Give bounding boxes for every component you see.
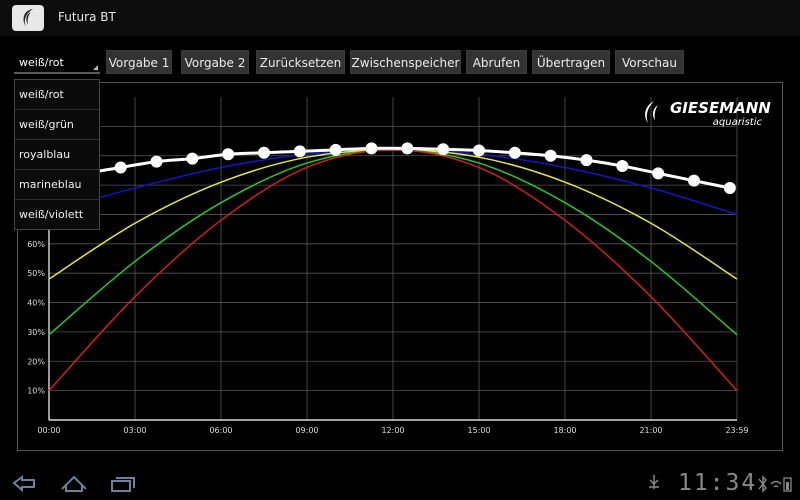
control-point[interactable] bbox=[222, 148, 235, 161]
control-point[interactable] bbox=[616, 160, 629, 173]
home-icon[interactable] bbox=[60, 473, 88, 493]
preset-dropdown-value: weiß/rot bbox=[19, 56, 64, 69]
wifi-icon bbox=[770, 480, 782, 488]
vorgabe-2-button[interactable]: Vorgabe 2 bbox=[181, 50, 249, 74]
x-tick-label: 15:00 bbox=[467, 426, 490, 435]
dropdown-arrow-icon bbox=[93, 65, 98, 70]
x-tick-label: 09:00 bbox=[295, 426, 318, 435]
y-tick-label: 60% bbox=[27, 240, 45, 249]
menu-item-weiss-rot[interactable]: weiß/rot bbox=[15, 80, 99, 110]
x-tick-label: 06:00 bbox=[209, 426, 232, 435]
y-tick-label: 50% bbox=[27, 269, 45, 278]
x-tick-label: 00:00 bbox=[37, 426, 60, 435]
chart-panel: 10%20%30%40%50%60%70%80%90%100%00:0003:0… bbox=[17, 82, 783, 451]
bluetooth-icon bbox=[758, 475, 767, 493]
control-point[interactable] bbox=[652, 167, 665, 180]
control-point[interactable] bbox=[544, 149, 557, 162]
x-tick-label: 03:00 bbox=[123, 426, 146, 435]
x-tick-label: 12:00 bbox=[381, 426, 404, 435]
vorgabe-1-button[interactable]: Vorgabe 1 bbox=[106, 50, 172, 74]
load-button[interactable]: Abrufen bbox=[466, 50, 527, 74]
title-bar: Futura BT bbox=[0, 0, 800, 36]
x-tick-label: 23:59 bbox=[725, 426, 748, 435]
status-clock: 11:34 bbox=[678, 470, 758, 496]
control-point[interactable] bbox=[401, 142, 414, 155]
control-point[interactable] bbox=[580, 154, 593, 167]
preset-dropdown[interactable]: weiß/rot bbox=[14, 50, 100, 74]
control-point[interactable] bbox=[723, 182, 736, 195]
logo-sub: aquaristic bbox=[713, 117, 763, 128]
light-curve-chart[interactable]: 10%20%30%40%50%60%70%80%90%100%00:0003:0… bbox=[18, 83, 782, 450]
reset-button[interactable]: Zurücksetzen bbox=[256, 50, 345, 74]
y-tick-label: 30% bbox=[27, 328, 45, 337]
menu-item-marineblau[interactable]: marineblau bbox=[15, 170, 99, 200]
usb-icon bbox=[649, 475, 659, 489]
app-icon[interactable] bbox=[12, 5, 44, 31]
menu-item-weiss-violett[interactable]: weiß/violett bbox=[19, 208, 84, 221]
system-nav-bar bbox=[0, 466, 800, 500]
y-tick-label: 20% bbox=[27, 357, 45, 366]
preview-button[interactable]: Vorschau bbox=[615, 50, 684, 74]
logo-emblem-icon bbox=[645, 101, 658, 123]
control-point[interactable] bbox=[688, 174, 700, 187]
menu-item-weiss-gruen[interactable]: weiß/grün bbox=[15, 110, 99, 140]
y-tick-label: 40% bbox=[27, 299, 45, 308]
battery-icon bbox=[783, 477, 792, 492]
control-point[interactable] bbox=[437, 143, 450, 156]
preset-menu: weiß/rot weiß/grün royalblau marineblau … bbox=[14, 79, 100, 230]
series-line-red bbox=[48, 149, 738, 392]
recent-apps-icon[interactable] bbox=[110, 475, 136, 493]
app-title: Futura BT bbox=[58, 10, 116, 24]
control-point[interactable] bbox=[473, 144, 485, 157]
control-point[interactable] bbox=[114, 161, 127, 174]
logo-name: GIESEMANN bbox=[670, 99, 771, 117]
control-point[interactable] bbox=[186, 152, 199, 165]
control-point[interactable] bbox=[293, 145, 306, 158]
x-tick-label: 18:00 bbox=[553, 426, 576, 435]
cache-button[interactable]: Zwischenspeicher bbox=[350, 50, 461, 74]
control-point[interactable] bbox=[150, 155, 163, 168]
control-point[interactable] bbox=[508, 146, 521, 159]
menu-item-royalblau[interactable]: royalblau bbox=[15, 140, 99, 170]
control-point[interactable] bbox=[365, 142, 378, 155]
y-tick-label: 10% bbox=[27, 387, 45, 396]
transfer-button[interactable]: Übertragen bbox=[532, 50, 610, 74]
x-tick-label: 21:00 bbox=[639, 426, 662, 435]
status-icons bbox=[758, 475, 792, 493]
control-point[interactable] bbox=[329, 143, 342, 156]
control-point[interactable] bbox=[258, 146, 270, 159]
back-icon[interactable] bbox=[12, 474, 38, 492]
